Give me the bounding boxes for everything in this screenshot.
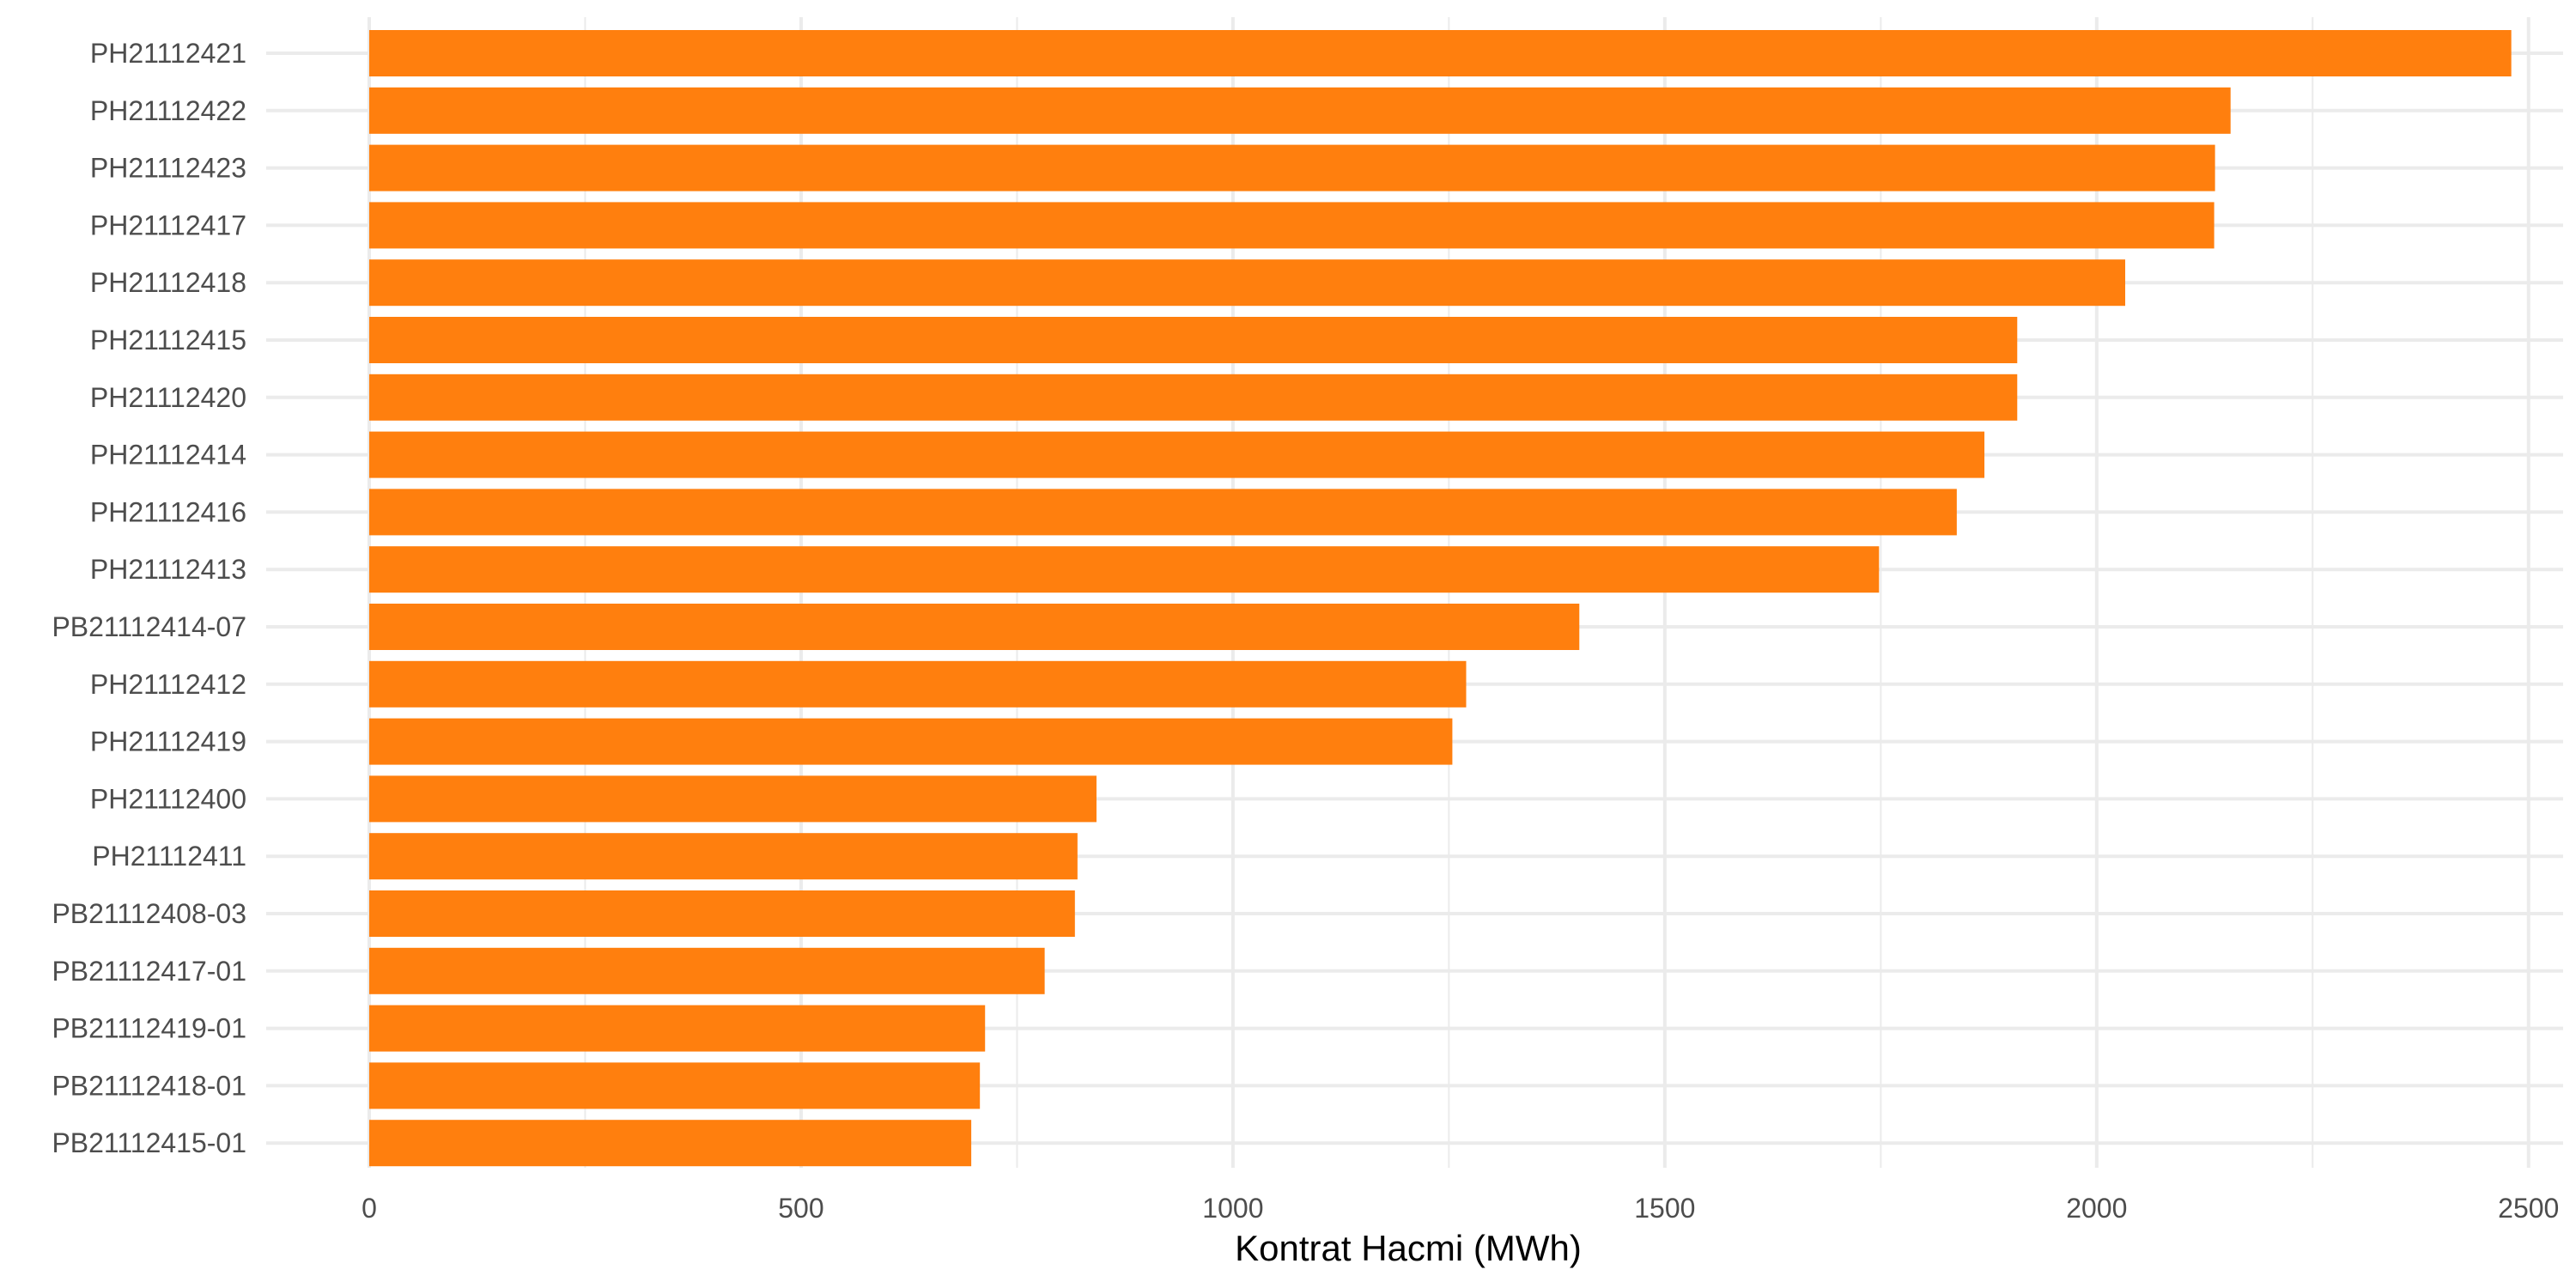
bar — [369, 30, 2512, 76]
y-tick-label: PB21112419-01 — [52, 1013, 246, 1044]
y-tick-label: PH21112422 — [90, 95, 246, 126]
x-tick-label: 2000 — [2066, 1193, 2127, 1224]
y-tick-labels: PH21112421 PH21112422 PH21112423 PH21112417… — [52, 38, 246, 1158]
y-tick-label: PH21112414 — [90, 440, 246, 471]
bar — [369, 947, 1045, 994]
bar — [369, 833, 1078, 880]
bar — [369, 87, 2231, 134]
x-tick-labels: 0 500 1000 1500 2000 2500 — [361, 1193, 2559, 1224]
bar — [369, 775, 1097, 823]
bar — [369, 660, 1467, 708]
bar — [369, 489, 1957, 536]
bar — [369, 1062, 981, 1109]
y-tick-label: PH21112411 — [92, 841, 246, 872]
x-tick-label: 500 — [778, 1193, 823, 1224]
bar — [369, 546, 1880, 593]
y-tick-label: PH21112418 — [90, 267, 246, 298]
y-tick-label: PH21112415 — [90, 325, 246, 355]
y-tick-label: PH21112400 — [90, 783, 246, 814]
bar — [369, 604, 1580, 650]
bar — [369, 431, 1985, 478]
bar — [369, 1120, 972, 1167]
y-tick-label: PH21112421 — [90, 38, 246, 69]
bar — [369, 144, 2215, 191]
y-tick-label: PH21112423 — [90, 153, 246, 184]
y-tick-label: PB21112408-03 — [52, 898, 246, 929]
y-tick-label: PB21112417-01 — [52, 956, 246, 987]
y-tick-label: PH21112413 — [90, 554, 246, 585]
bar — [369, 1005, 986, 1052]
bar — [369, 317, 2018, 363]
y-tick-label: PH21112416 — [90, 496, 246, 527]
y-tick-label: PH21112420 — [90, 382, 246, 413]
x-tick-label: 1500 — [1634, 1193, 1695, 1224]
y-tick-label: PB21112414-07 — [52, 611, 246, 642]
y-tick-label: PH21112419 — [90, 726, 246, 757]
y-tick-label: PB21112415-01 — [52, 1127, 246, 1158]
x-tick-label: 0 — [361, 1193, 377, 1224]
bar — [369, 259, 2126, 307]
y-tick-label: PB21112418-01 — [52, 1070, 246, 1101]
y-tick-label: PH21112412 — [90, 669, 246, 700]
bar — [369, 718, 1453, 765]
bar — [369, 374, 2018, 421]
bar — [369, 202, 2215, 249]
bars — [369, 30, 2512, 1167]
bar — [369, 890, 1075, 937]
x-axis-title: Kontrat Hacmi (MWh) — [1235, 1228, 1582, 1268]
y-tick-label: PH21112417 — [90, 210, 246, 240]
x-tick-label: 2500 — [2498, 1193, 2559, 1224]
x-tick-label: 1000 — [1202, 1193, 1263, 1224]
